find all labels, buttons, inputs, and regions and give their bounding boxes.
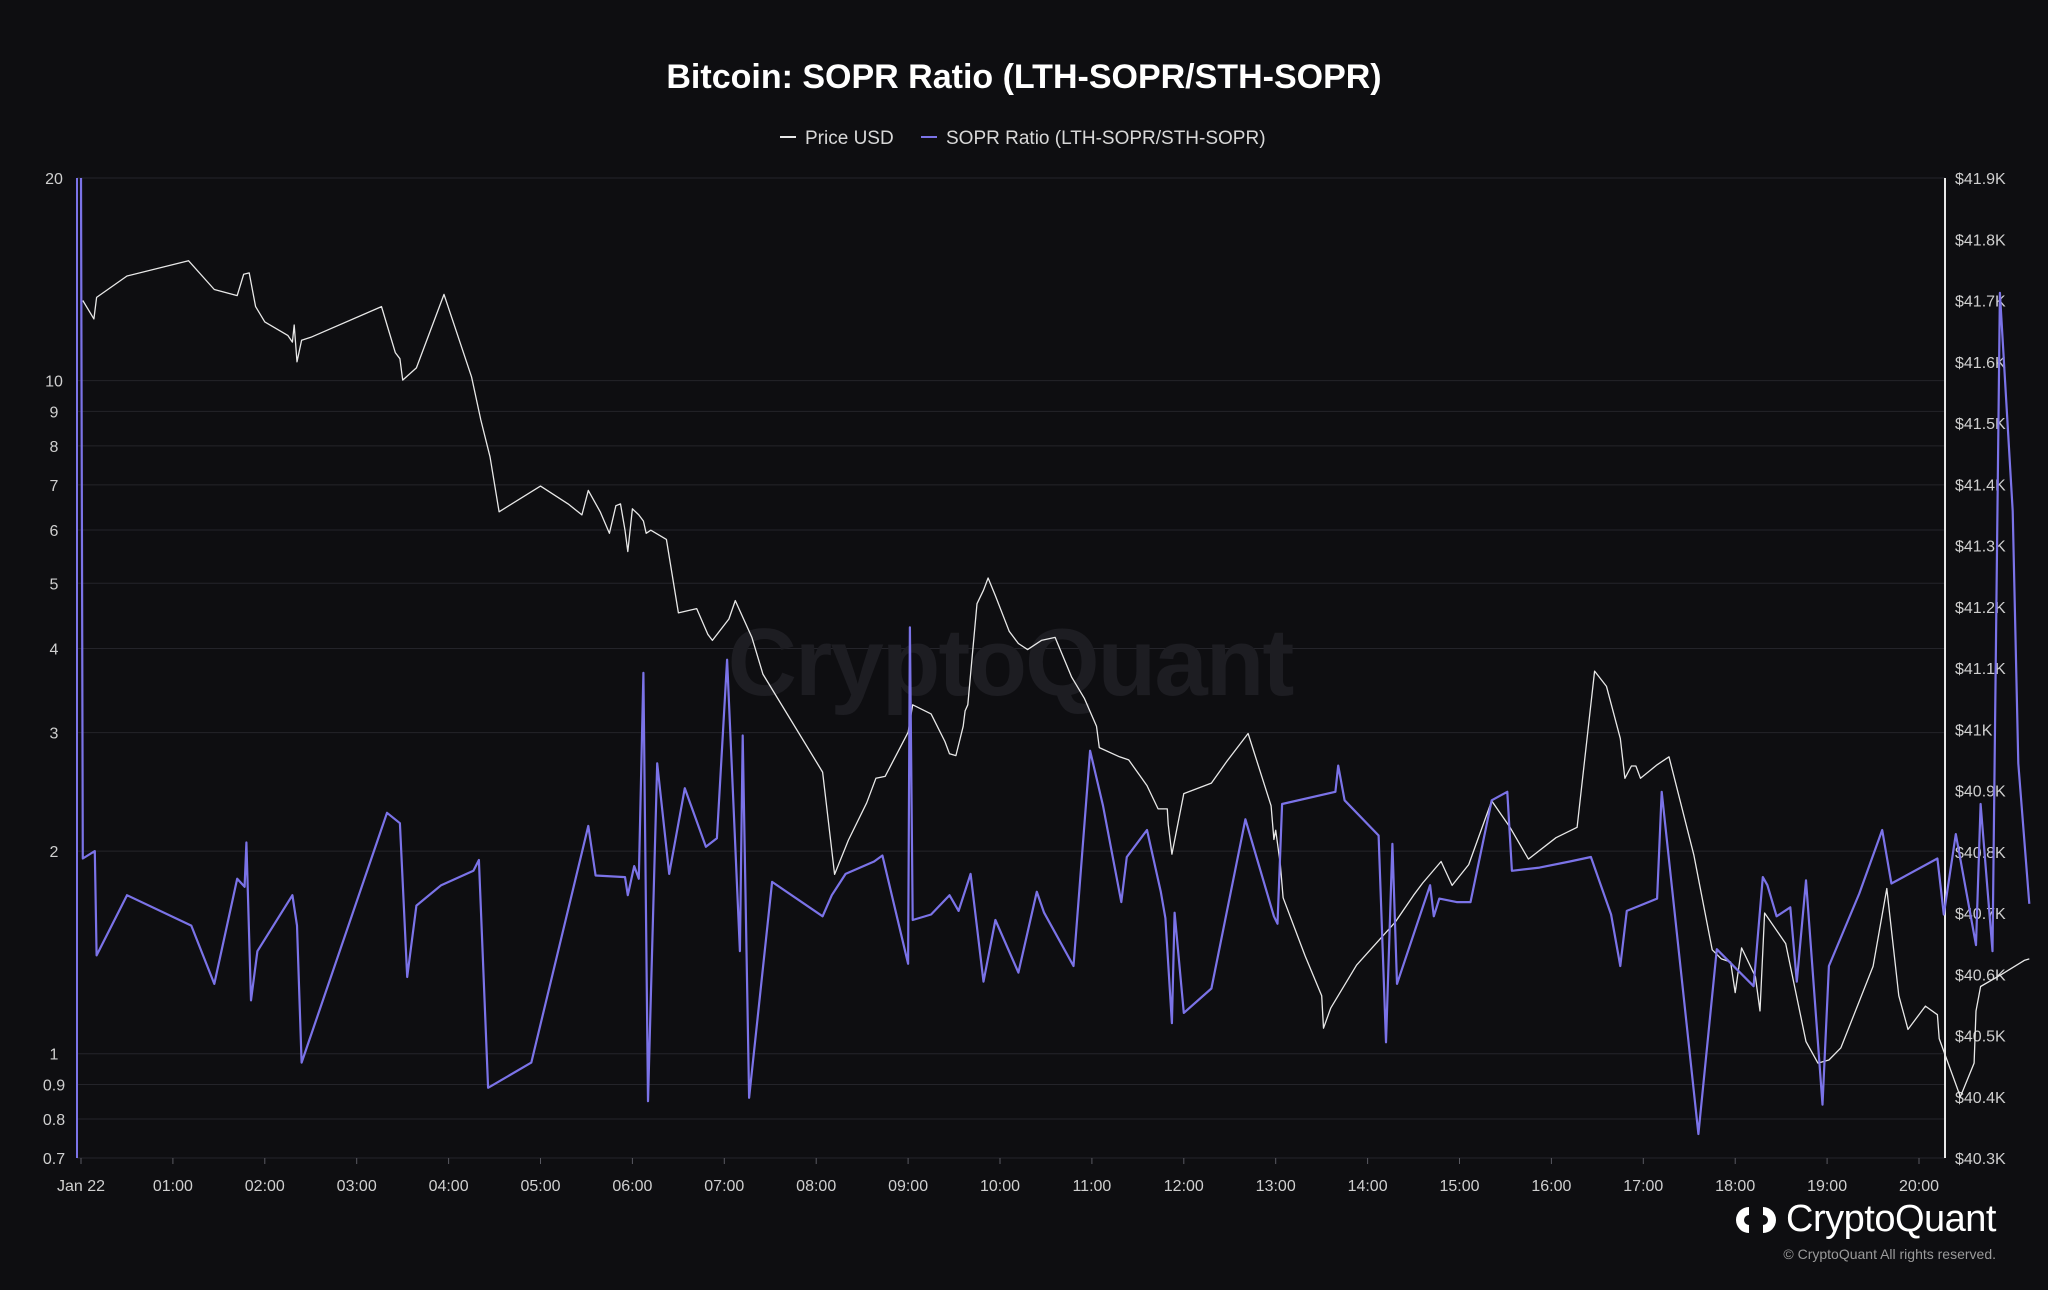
x-tick-label: 12:00 [1164, 1178, 1204, 1195]
x-tick-label: 18:00 [1715, 1178, 1755, 1195]
sopr-ratio-line[interactable] [79, 177, 2031, 1136]
legend: Price USD SOPR Ratio (LTH-SOPR/STH-SOPR) [780, 128, 1266, 149]
brand-name: CryptoQuant [1786, 1198, 1996, 1240]
x-tick-label: 05:00 [520, 1178, 560, 1195]
x-tick-label: 06:00 [612, 1178, 652, 1195]
x-tick-label: 15:00 [1439, 1178, 1479, 1195]
x-tick-label: 03:00 [337, 1178, 377, 1195]
right-tick-label: $40.9K [1955, 784, 2006, 801]
legend-label-sopr-ratio: SOPR Ratio (LTH-SOPR/STH-SOPR) [946, 128, 1266, 149]
left-tick-label: 0.9 [43, 1078, 65, 1095]
price-usd-line[interactable] [82, 260, 2030, 1098]
x-tick-label: 01:00 [153, 1178, 193, 1195]
left-tick-label: 0.8 [43, 1112, 65, 1129]
left-tick-label: 6 [50, 523, 59, 540]
copyright-notice: © CryptoQuant All rights reserved. [1783, 1246, 1996, 1262]
left-tick-label: 1 [50, 1047, 59, 1064]
left-tick-label: 8 [50, 439, 59, 456]
right-tick-label: $41.4K [1955, 477, 2006, 494]
x-tick-label: 11:00 [1072, 1178, 1111, 1195]
cryptoquant-logo-icon [1736, 1206, 1777, 1233]
left-tick-label: 4 [50, 641, 59, 658]
watermark: CryptoQuant [728, 609, 1294, 716]
legend-item-sopr-ratio[interactable]: SOPR Ratio (LTH-SOPR/STH-SOPR) [921, 128, 1266, 149]
right-tick-label: $41.5K [1955, 416, 2006, 433]
right-tick-label: $40.5K [1955, 1029, 2006, 1046]
right-tick-label: $41.1K [1955, 661, 2006, 678]
x-tick-label: 20:00 [1899, 1178, 1939, 1195]
right-tick-label: $41.2K [1955, 600, 2006, 617]
left-tick-label: 10 [45, 374, 63, 391]
left-tick-label: 20 [45, 171, 63, 188]
legend-label-price: Price USD [805, 128, 894, 149]
right-tick-label: $41.7K [1955, 294, 2006, 311]
x-tick-label: 07:00 [704, 1178, 744, 1195]
right-tick-label: $41.9K [1955, 171, 2006, 188]
x-tick-label: 17:00 [1623, 1178, 1663, 1195]
left-tick-label: 2 [50, 844, 59, 861]
right-tick-label: $41.6K [1955, 355, 2006, 372]
x-tick-label: Jan 22 [57, 1178, 105, 1195]
right-tick-label: $40.7K [1955, 906, 2006, 923]
x-tick-label: 02:00 [245, 1178, 285, 1195]
x-tick-label: 16:00 [1531, 1178, 1571, 1195]
x-tick-label: 08:00 [796, 1178, 836, 1195]
x-axis-ticks: Jan 22 01:00 02:00 03:00 04:00 05:00 06:00 07:0… [57, 1158, 1939, 1195]
left-tick-label: 3 [50, 726, 59, 743]
brand-logo: CryptoQuant [1734, 1198, 1996, 1241]
left-tick-label: 7 [50, 478, 59, 495]
x-tick-label: 19:00 [1807, 1178, 1847, 1195]
right-tick-label: $41K [1955, 722, 1993, 739]
left-tick-label: 0.7 [43, 1151, 65, 1168]
left-tick-label: 9 [50, 404, 59, 421]
right-tick-label: $40.6K [1955, 967, 2006, 984]
x-tick-label: 09:00 [888, 1178, 928, 1195]
legend-item-price[interactable]: Price USD [780, 128, 894, 149]
right-tick-label: $41.3K [1955, 539, 2006, 556]
right-tick-label: $40.8K [1955, 845, 2006, 862]
right-axis-ticks: $41.9K $41.8K $41.7K $41.6K $41.5K $41.4K $41.… [1955, 171, 2006, 1168]
right-tick-label: $40.4K [1955, 1090, 2006, 1107]
x-tick-label: 04:00 [429, 1178, 469, 1195]
right-tick-label: $40.3K [1955, 1151, 2006, 1168]
gridlines [77, 177, 1945, 1159]
x-tick-label: 13:00 [1256, 1178, 1296, 1195]
left-axis-ticks: 20 10 9 8 7 6 5 4 3 2 1 0.9 0.8 0.7 [43, 171, 65, 1168]
x-tick-label: 10:00 [980, 1178, 1020, 1195]
right-tick-label: $41.8K [1955, 232, 2006, 249]
x-tick-label: 14:00 [1348, 1178, 1388, 1195]
left-tick-label: 5 [50, 576, 59, 593]
chart-title: Bitcoin: SOPR Ratio (LTH-SOPR/STH-SOPR) [666, 58, 1381, 96]
series-group [79, 177, 2031, 1136]
